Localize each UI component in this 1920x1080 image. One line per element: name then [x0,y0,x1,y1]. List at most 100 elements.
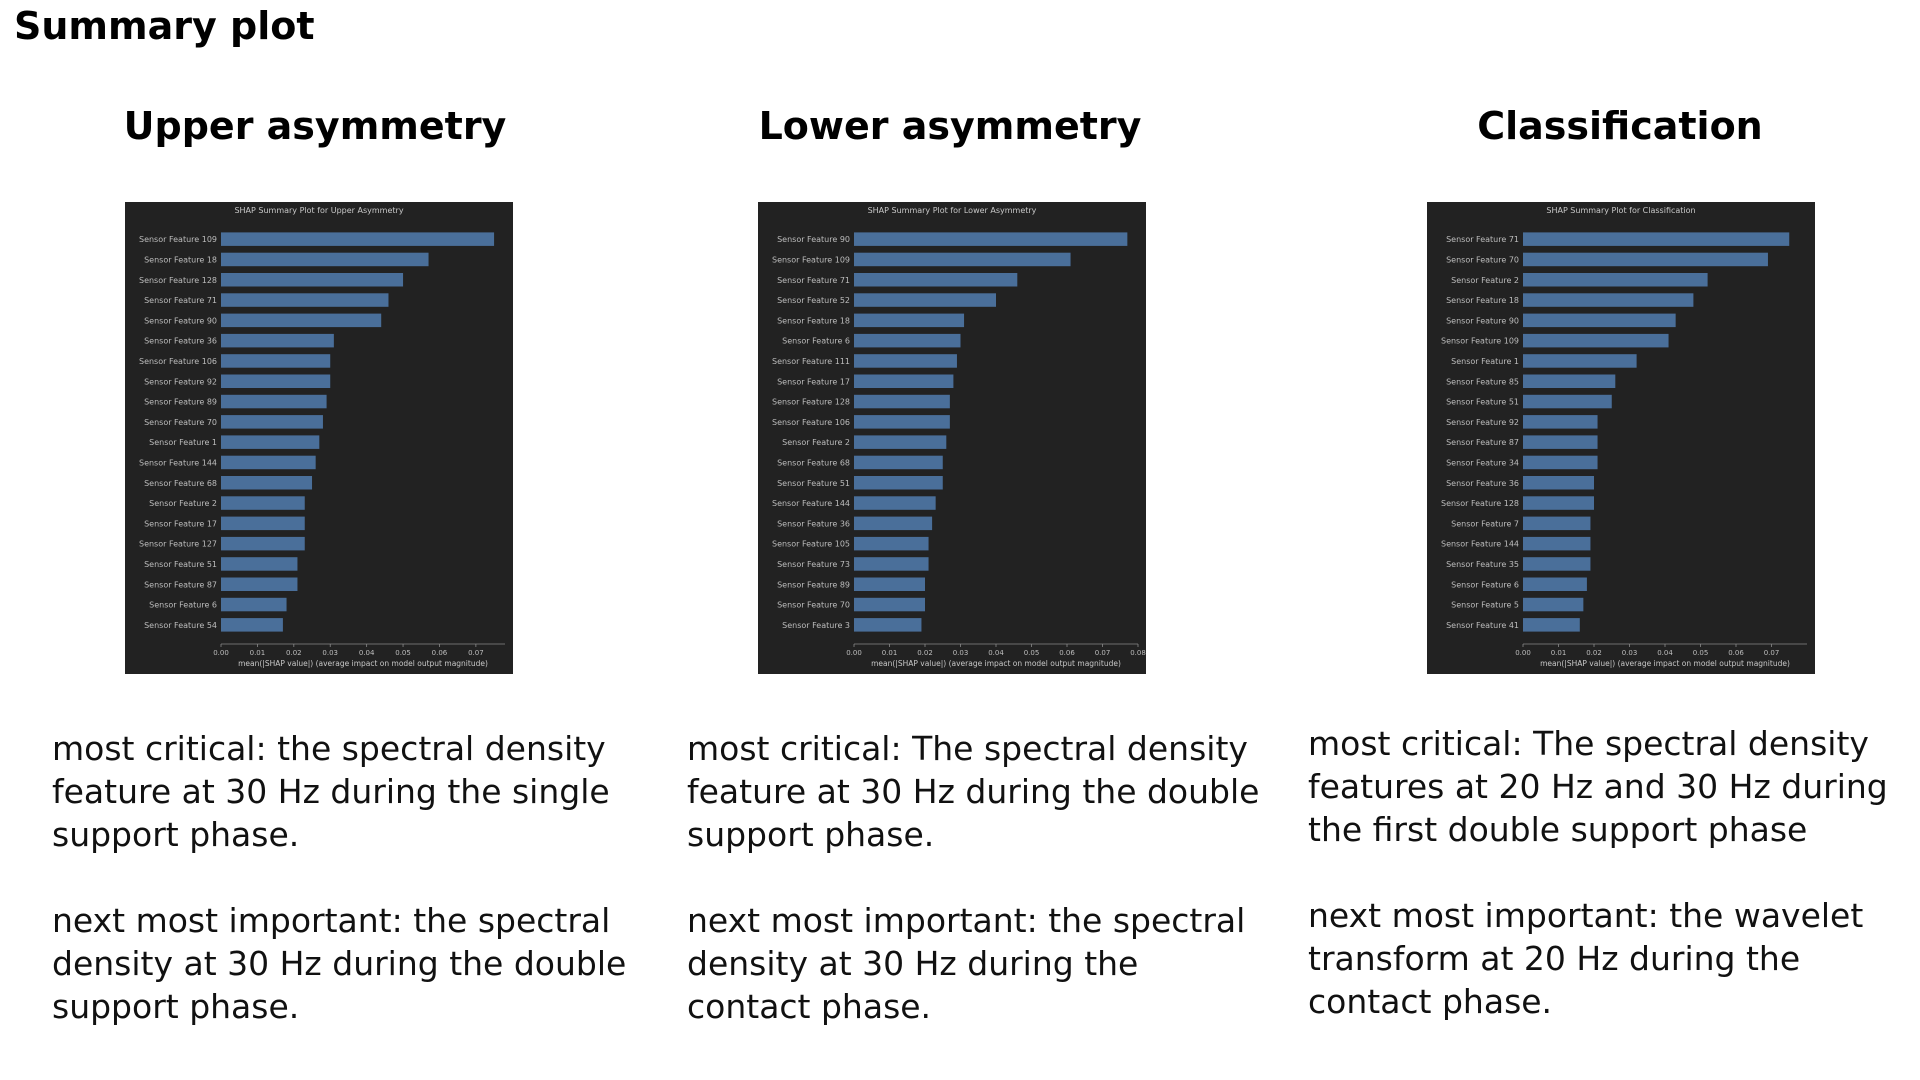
x-tick-label: 0.07 [468,649,484,657]
heading-lower-asymmetry: Lower asymmetry [758,104,1142,148]
y-tick-label: Sensor Feature 71 [777,276,850,285]
bar [854,577,925,591]
bar [1523,597,1584,612]
bar [1523,293,1694,307]
shap-chart-classification: SHAP Summary Plot for Classification Sens… [1441,206,1807,668]
bar [221,232,495,246]
y-tick-label: Sensor Feature 73 [777,560,850,569]
bar [854,415,950,429]
y-tick-label: Sensor Feature 18 [777,316,850,325]
next-important-text: next most important: the spectral densit… [52,901,627,1026]
y-tick-label: Sensor Feature 7 [1451,519,1519,528]
most-critical-text: most critical: the spectral density feat… [52,729,610,854]
bar [854,597,925,612]
y-tick-label: Sensor Feature 92 [144,377,217,386]
notes-upper-asymmetry: most critical: the spectral density feat… [52,727,632,1071]
x-tick-label: 0.01 [882,649,898,657]
heading-upper-asymmetry: Upper asymmetry [123,104,507,148]
bar [221,496,305,510]
y-tick-label: Sensor Feature 1 [1451,357,1519,366]
x-tick-label: 0.01 [1551,649,1567,657]
y-tick-label: Sensor Feature 109 [1441,337,1519,346]
chart-panel-upper-asymmetry: SHAP Summary Plot for Upper Asymmetry Sen… [125,202,513,674]
y-tick-label: Sensor Feature 35 [1446,560,1519,569]
bar [854,394,950,409]
x-tick-label: 0.02 [917,649,933,657]
x-tick-label: 0.07 [1095,649,1111,657]
bar [221,333,334,348]
x-tick-label: 0.07 [1764,649,1780,657]
x-tick-label: 0.04 [359,649,375,657]
next-important-text: next most important: the wavelet transfo… [1308,896,1864,1021]
shap-chart-upper-asymmetry: SHAP Summary Plot for Upper Asymmetry Sen… [139,206,505,668]
y-tick-label: Sensor Feature 71 [144,296,217,305]
bar [221,516,305,531]
y-tick-label: Sensor Feature 34 [1446,458,1519,467]
bar [1523,577,1587,591]
bar [221,354,331,368]
y-tick-label: Sensor Feature 89 [777,580,850,589]
bar [221,252,429,267]
x-tick-label: 0.03 [322,649,338,657]
bar [854,354,957,368]
bar [854,313,965,328]
bar [1523,273,1708,287]
chart-title: SHAP Summary Plot for Upper Asymmetry [234,206,403,215]
y-tick-label: Sensor Feature 51 [144,560,217,569]
y-tick-label: Sensor Feature 128 [1441,499,1519,508]
notes-classification: most critical: The spectral density feat… [1308,722,1908,1066]
y-tick-label: Sensor Feature 18 [1446,296,1519,305]
x-tick-label: 0.02 [286,649,302,657]
x-tick-label: 0.01 [250,649,266,657]
x-axis-label: mean(|SHAP value|) (average impact on mo… [1540,659,1790,668]
bar [854,516,933,531]
bar [854,618,922,632]
bar [221,313,382,328]
x-tick-label: 0.06 [1059,649,1075,657]
bar [1523,496,1594,510]
y-tick-label: Sensor Feature 85 [1446,377,1519,386]
bar [221,435,320,449]
y-tick-label: Sensor Feature 90 [777,235,850,244]
y-tick-label: Sensor Feature 109 [139,235,217,244]
y-tick-label: Sensor Feature 3 [782,621,850,630]
x-axis-label: mean(|SHAP value|) (average impact on mo… [238,659,488,668]
bar [1523,374,1616,388]
most-critical-text: most critical: The spectral density feat… [687,729,1260,854]
y-tick-label: Sensor Feature 144 [139,458,217,467]
bar [221,597,287,612]
bar [221,394,327,409]
x-tick-label: 0.08 [1130,649,1146,657]
x-tick-label: 0.00 [1515,649,1531,657]
bar [221,374,331,388]
y-tick-label: Sensor Feature 6 [1451,580,1519,589]
x-tick-label: 0.06 [432,649,448,657]
chart-panel-classification: SHAP Summary Plot for Classification Sens… [1427,202,1815,674]
y-tick-label: Sensor Feature 89 [144,398,217,407]
x-tick-label: 0.02 [1586,649,1602,657]
bar [1523,333,1669,348]
y-tick-label: Sensor Feature 111 [772,357,850,366]
chart-title: SHAP Summary Plot for Classification [1546,206,1695,215]
x-tick-label: 0.00 [846,649,862,657]
y-tick-label: Sensor Feature 128 [772,398,850,407]
page-title: Summary plot [14,4,315,48]
bar [854,293,996,307]
y-tick-label: Sensor Feature 36 [144,337,217,346]
y-tick-label: Sensor Feature 70 [144,418,217,427]
bar [1523,354,1637,368]
notes-lower-asymmetry: most critical: The spectral density feat… [687,727,1267,1071]
y-tick-label: Sensor Feature 127 [139,540,217,549]
y-tick-label: Sensor Feature 68 [777,458,850,467]
y-tick-label: Sensor Feature 144 [772,499,850,508]
y-tick-label: Sensor Feature 6 [149,601,217,610]
y-tick-label: Sensor Feature 36 [777,519,850,528]
bar [854,333,961,348]
y-tick-label: Sensor Feature 90 [1446,316,1519,325]
y-tick-label: Sensor Feature 17 [144,519,217,528]
bar [221,476,313,490]
y-tick-label: Sensor Feature 51 [777,479,850,488]
y-tick-label: Sensor Feature 52 [777,296,850,305]
y-tick-label: Sensor Feature 41 [1446,621,1519,630]
bar [1523,232,1790,246]
